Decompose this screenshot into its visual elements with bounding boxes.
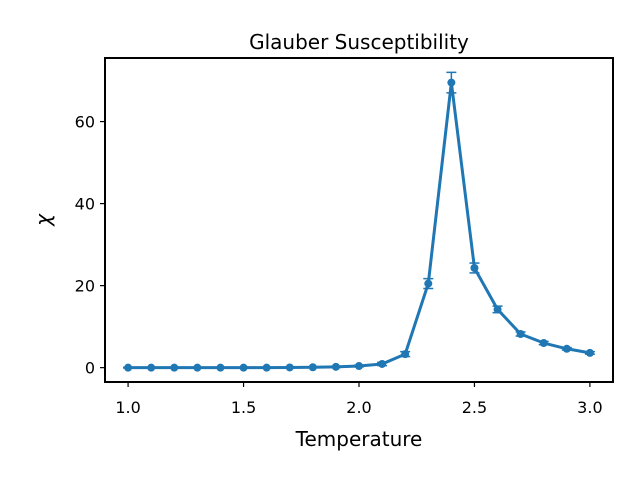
- data-point: [308, 363, 317, 372]
- x-tick-label: 2.0: [346, 398, 371, 417]
- chart-title: Glauber Susceptibility: [249, 30, 469, 54]
- x-tick-label: 2.5: [462, 398, 487, 417]
- data-point: [193, 363, 202, 372]
- plot-area: [123, 71, 595, 372]
- y-tick-label: 40: [75, 195, 95, 214]
- data-point: [516, 330, 525, 339]
- y-tick-label: 20: [75, 277, 95, 296]
- ticks: 1.0 1.5 2.0 2.5 3.0 0 20 40 60: [75, 113, 603, 417]
- axes-frame: [104, 57, 614, 383]
- data-point: [170, 363, 179, 372]
- y-tick-label: 0: [85, 359, 95, 378]
- data-point: [585, 348, 594, 357]
- data-point: [239, 363, 248, 372]
- data-point: [539, 339, 548, 348]
- data-point: [424, 279, 433, 288]
- data-point: [355, 362, 363, 371]
- y-axis-label: χ: [31, 213, 55, 227]
- data-point: [447, 78, 456, 87]
- data-point: [493, 305, 502, 314]
- data-point: [378, 359, 387, 368]
- x-tick-label: 1.0: [115, 398, 140, 417]
- x-axis-label: Temperature: [295, 427, 423, 451]
- data-point: [401, 350, 410, 359]
- data-point: [470, 263, 479, 272]
- data-point: [285, 363, 294, 372]
- data-point: [147, 363, 156, 372]
- data-point: [262, 363, 271, 372]
- series-line: [128, 81, 591, 370]
- x-tick-label: 1.5: [231, 398, 256, 417]
- data-point: [331, 362, 340, 371]
- data-point: [216, 363, 225, 372]
- x-tick-label: 3.0: [577, 398, 602, 417]
- y-tick-label: 60: [75, 113, 95, 132]
- data-point: [124, 363, 133, 372]
- data-point: [562, 344, 571, 353]
